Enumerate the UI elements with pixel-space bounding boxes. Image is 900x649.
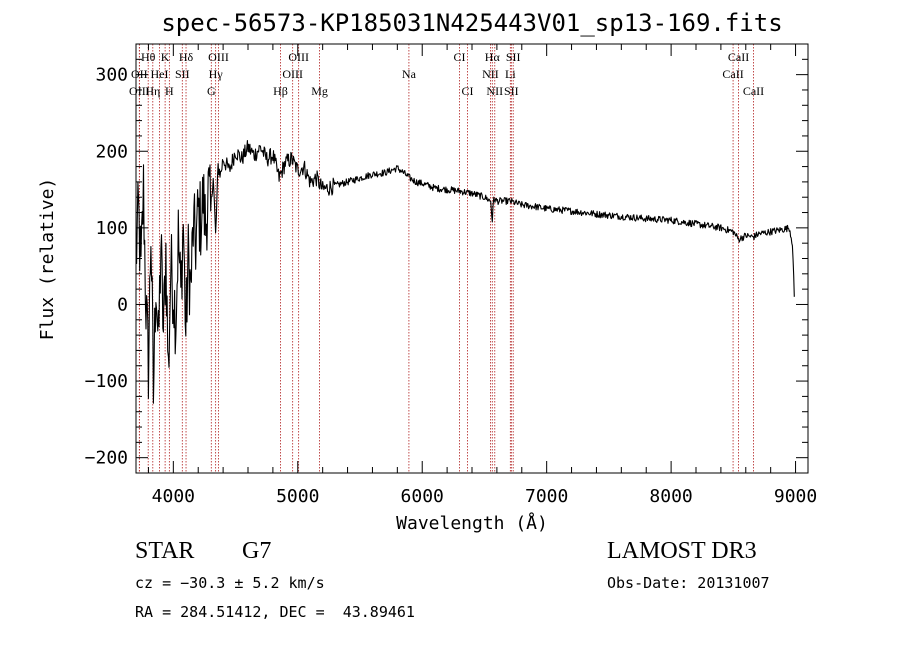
- x-tick-label: 4000: [152, 486, 195, 507]
- line-label: CaII: [743, 84, 764, 98]
- x-axis-label: Wavelength (Å): [396, 512, 548, 534]
- y-tick-label: 200: [95, 141, 128, 162]
- line-label: OIII: [208, 50, 229, 64]
- spectrum-line: [135, 140, 795, 404]
- line-label: Hα: [485, 50, 501, 64]
- line-label: Li: [505, 67, 516, 81]
- line-label: G: [207, 84, 216, 98]
- spectral-subclass: G7: [242, 538, 272, 564]
- line-label: SII: [504, 84, 519, 98]
- line-label: NII: [486, 84, 503, 98]
- x-tick-label: 5000: [276, 486, 319, 507]
- line-label: H: [165, 84, 174, 98]
- line-label: SII: [506, 50, 521, 64]
- line-label: SII: [175, 67, 190, 81]
- line-label: K: [161, 50, 170, 64]
- y-axis-label: Flux (relative): [37, 178, 58, 341]
- line-label: OIII: [129, 84, 150, 98]
- line-label: Hη: [145, 84, 160, 98]
- x-tick-label: 6000: [401, 486, 444, 507]
- coordinates: RA = 284.51412, DEC = 43.89461: [135, 603, 415, 621]
- line-label: HeI: [151, 67, 169, 81]
- redshift-value: cz = −30.3 ± 5.2 km/s: [135, 574, 325, 592]
- line-label: Na: [402, 67, 417, 81]
- line-label: CI: [462, 84, 474, 98]
- line-label: OIII: [282, 67, 303, 81]
- emission-line-labels: Hθ K Hδ OIII OIII CI Hα SII CaII OII HeI SII Hγ OIII N…: [129, 50, 764, 98]
- x-tick-label: 7000: [525, 486, 568, 507]
- y-tick-label: −200: [85, 448, 128, 469]
- line-label: CaII: [728, 50, 749, 64]
- plot-frame: [135, 43, 809, 474]
- y-tick-label: 100: [95, 218, 128, 239]
- y-tick-label: 0: [117, 294, 128, 315]
- line-label: NII: [482, 67, 499, 81]
- survey-name: LAMOST DR3: [607, 538, 757, 564]
- y-axis-ticks: −200 −100 0 100 200 300: [85, 58, 808, 469]
- x-axis-ticks: 4000 5000 6000 7000 8000 9000: [147, 44, 817, 507]
- line-label: Hθ: [141, 50, 156, 64]
- line-label: Hβ: [273, 84, 288, 98]
- line-label: Hγ: [209, 67, 224, 81]
- object-class: STAR: [135, 538, 195, 564]
- line-label: Mg: [311, 84, 328, 98]
- y-tick-label: −100: [85, 371, 128, 392]
- x-tick-label: 8000: [649, 486, 692, 507]
- x-tick-label: 9000: [774, 486, 817, 507]
- observation-date: Obs-Date: 20131007: [607, 574, 770, 592]
- line-label: Hδ: [179, 50, 194, 64]
- line-label: OIII: [288, 50, 309, 64]
- line-label: OII: [131, 67, 148, 81]
- emission-line-markers: [138, 44, 754, 473]
- y-tick-label: 300: [95, 65, 128, 86]
- chart-title: spec-56573-KP185031N425443V01_sp13-169.f…: [161, 9, 782, 37]
- line-label: CI: [454, 50, 466, 64]
- line-label: CaII: [722, 67, 743, 81]
